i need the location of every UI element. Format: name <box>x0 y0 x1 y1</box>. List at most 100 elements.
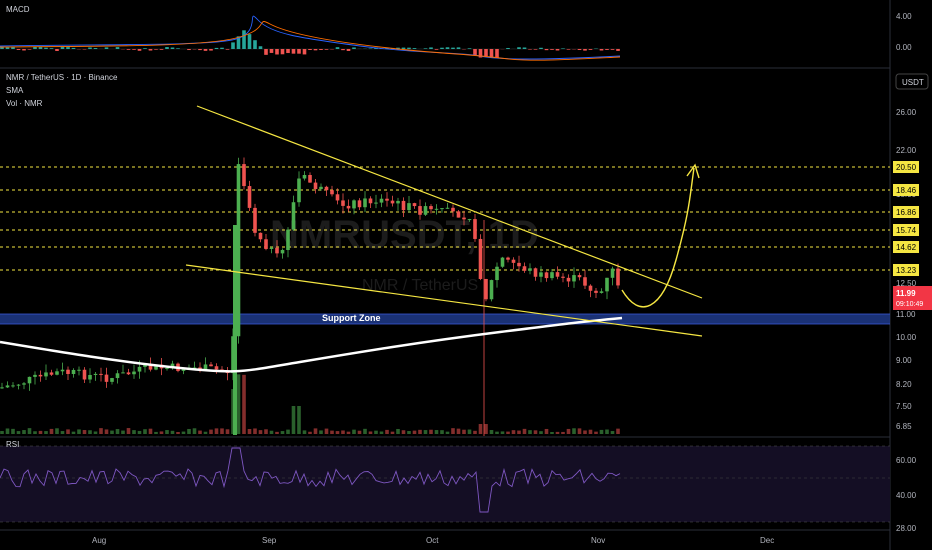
volume-bar <box>209 429 213 434</box>
macd-bar <box>440 47 444 49</box>
candle-body <box>143 364 147 367</box>
volume-bar <box>38 430 43 434</box>
rsi-label[interactable]: RSI <box>6 440 19 449</box>
candle-body <box>396 200 400 204</box>
candle-body <box>456 211 461 218</box>
macd-bar <box>407 47 411 49</box>
volume-bar <box>324 428 329 434</box>
macd-bar <box>5 47 10 49</box>
currency-button[interactable] <box>895 73 929 90</box>
volume-bar <box>374 430 378 434</box>
candle-body <box>616 268 620 286</box>
candle-body <box>280 250 285 254</box>
candle-body <box>165 367 169 369</box>
macd-bar <box>297 49 301 54</box>
price-tick-label: 8.20 <box>896 380 912 389</box>
macd-bar <box>308 49 312 51</box>
volume-bar <box>555 431 560 434</box>
macd-bar <box>38 47 43 49</box>
volume-bar <box>456 428 461 434</box>
price-axis[interactable]: 26.0022.0018.0014.0012.5011.0010.009.008… <box>893 12 919 533</box>
candle-body <box>0 387 4 389</box>
sma-label[interactable]: SMA <box>6 86 24 95</box>
macd-bar <box>269 49 274 53</box>
time-tick-label: Nov <box>591 536 605 545</box>
candle-body <box>126 372 131 375</box>
macd-bar <box>539 47 543 49</box>
time-tick-label: Dec <box>760 536 774 545</box>
candle-body <box>269 247 274 249</box>
candle-body <box>588 285 593 291</box>
candle-body <box>132 371 136 375</box>
candle-body <box>308 175 312 183</box>
macd-bar <box>555 49 560 51</box>
candle-body <box>170 363 175 368</box>
macd-label[interactable]: MACD <box>6 5 30 14</box>
volume-bar <box>522 428 527 434</box>
macd-bar <box>93 48 98 49</box>
volume-bar <box>302 430 307 434</box>
symbol-line[interactable]: NMR / TetherUS · 1D · Binance <box>6 73 118 82</box>
macd-bar <box>154 49 158 50</box>
macd-bar <box>561 48 565 49</box>
candle-body <box>357 200 362 208</box>
volume-bar <box>533 430 538 434</box>
volume-bar <box>440 430 444 434</box>
macd-bar <box>231 42 235 49</box>
macd-bar <box>456 47 461 49</box>
macd-bar <box>528 49 532 50</box>
macd-bar <box>401 47 406 49</box>
candle-body <box>330 190 334 195</box>
level-badge-label: 18.46 <box>896 186 917 195</box>
candle-body <box>423 206 428 215</box>
candle-body <box>71 369 76 374</box>
projection-arrow <box>621 167 695 308</box>
candle-body <box>528 268 532 271</box>
candle-body <box>539 272 543 277</box>
volume-bar <box>429 429 433 434</box>
rsi-tick-label: 40.00 <box>896 491 917 500</box>
volume-bar <box>192 428 197 434</box>
candle-body <box>247 186 252 208</box>
volume-bar <box>225 429 230 434</box>
macd-bar <box>550 49 554 50</box>
candle-body <box>99 373 103 375</box>
volume-bar <box>165 430 169 434</box>
macd-tick-label: 4.00 <box>896 12 912 21</box>
candle-body <box>451 207 455 212</box>
candle-body <box>352 200 356 209</box>
volume-bar <box>154 431 158 434</box>
level-badge-label: 16.86 <box>896 208 917 217</box>
volume-label[interactable]: Vol · NMR <box>6 99 43 108</box>
volume-bar <box>308 431 312 434</box>
price-tick-label: 7.50 <box>896 402 912 411</box>
macd-bar <box>467 48 472 49</box>
macd-bar <box>55 49 59 51</box>
macd-bar <box>495 49 499 58</box>
candle-body <box>242 164 246 187</box>
volume-bar <box>588 429 593 434</box>
candle-body <box>500 257 505 267</box>
macd-bar <box>60 47 65 49</box>
macd-bar <box>247 34 252 49</box>
candle-body <box>93 373 98 375</box>
macd-bar <box>533 49 538 50</box>
volume-bar <box>71 431 76 434</box>
volume-bar <box>66 429 70 434</box>
volume-bar <box>352 429 356 434</box>
candle-body <box>27 376 32 384</box>
volume-bar <box>27 428 32 434</box>
macd-bar <box>264 49 268 55</box>
volume-bar <box>583 430 587 434</box>
volume-bar <box>500 431 505 434</box>
candle-body <box>390 200 395 204</box>
macd-bar <box>489 49 494 57</box>
time-axis[interactable]: Aug Sep Oct Nov Dec <box>92 536 774 545</box>
candle-body <box>203 364 208 371</box>
volume-bar <box>462 429 466 434</box>
volume-bar <box>170 430 175 434</box>
candle-body <box>379 198 384 203</box>
macd-bar <box>143 48 147 49</box>
volume-bar <box>544 428 549 434</box>
